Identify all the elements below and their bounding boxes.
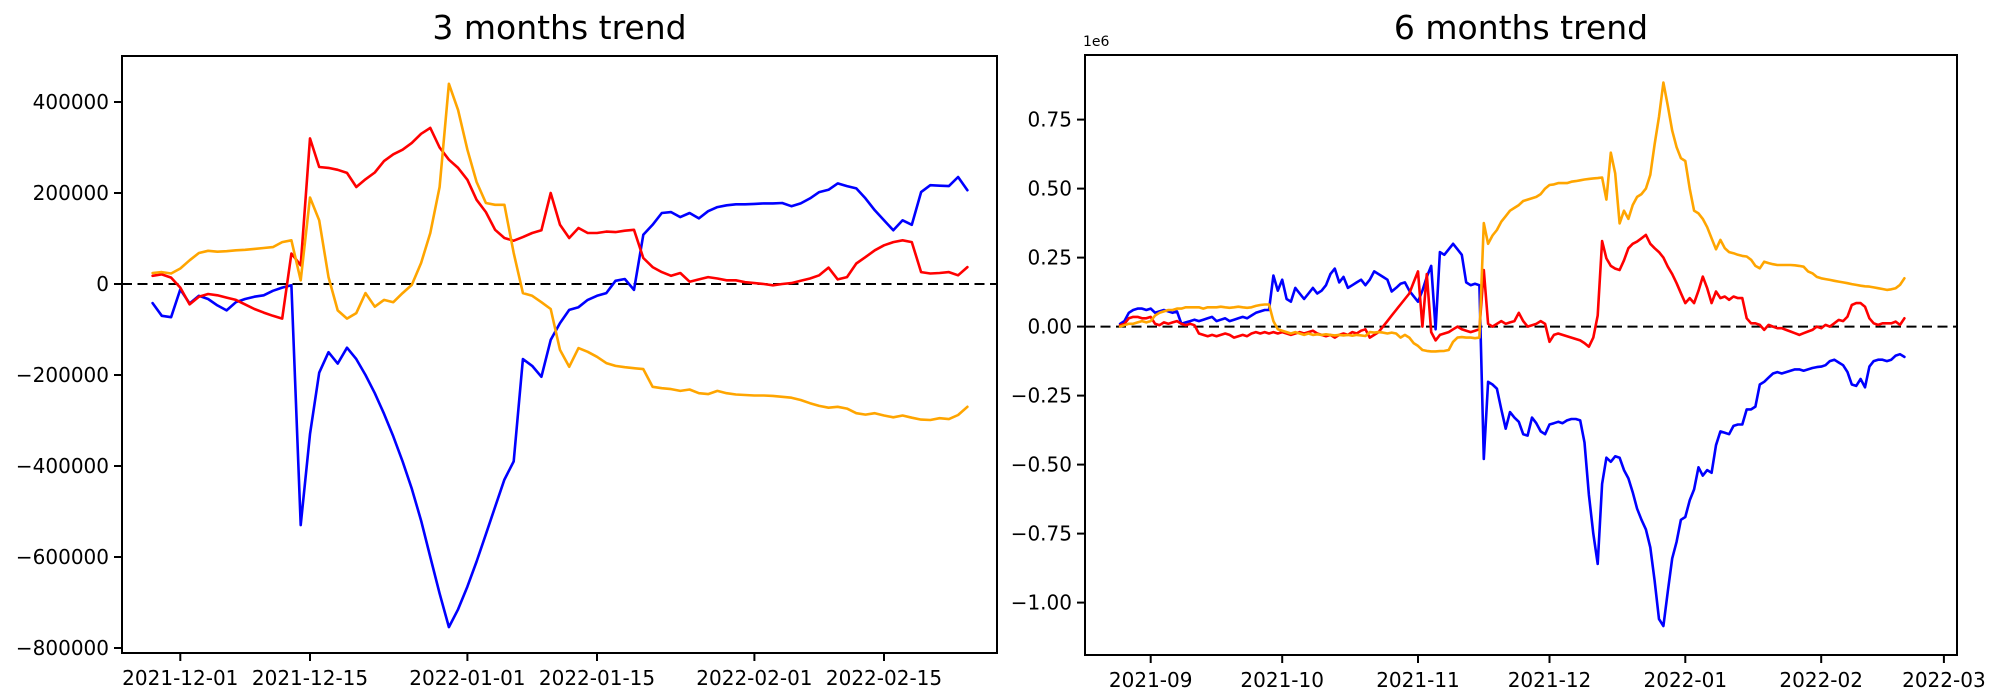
chart-6-months-trend: 6 months trend 1e6 0.75 0.50 0.25 0.00 −0.25… xyxy=(1000,0,2000,700)
svg-text:0.50: 0.50 xyxy=(1027,177,1072,201)
svg-text:0.75: 0.75 xyxy=(1027,108,1072,132)
svg-text:2022-02-15: 2022-02-15 xyxy=(826,666,942,690)
y-axis-offset-label: 1e6 xyxy=(1083,34,1110,50)
svg-text:0.00: 0.00 xyxy=(1027,315,1072,339)
svg-text:−0.25: −0.25 xyxy=(1011,384,1072,408)
svg-text:2022-01: 2022-01 xyxy=(1644,668,1728,692)
svg-text:−1.00: −1.00 xyxy=(1011,591,1072,615)
svg-text:2022-01-15: 2022-01-15 xyxy=(539,666,655,690)
svg-text:−0.75: −0.75 xyxy=(1011,522,1072,546)
svg-text:−200000: −200000 xyxy=(16,363,109,387)
svg-text:2021-12-15: 2021-12-15 xyxy=(252,666,368,690)
svg-text:−800000: −800000 xyxy=(16,636,109,660)
svg-text:0.25: 0.25 xyxy=(1027,246,1072,270)
svg-text:2022-03: 2022-03 xyxy=(1902,668,1986,692)
svg-text:2021-09: 2021-09 xyxy=(1109,668,1193,692)
svg-text:2022-02: 2022-02 xyxy=(1779,668,1863,692)
svg-text:400000: 400000 xyxy=(33,90,109,114)
svg-text:−600000: −600000 xyxy=(16,545,109,569)
svg-text:2021-10: 2021-10 xyxy=(1240,668,1324,692)
svg-text:0: 0 xyxy=(96,272,109,296)
chart-canvas-3-months: 400000 200000 0 −200000 −400000 −600000 −80000… xyxy=(16,55,998,690)
svg-text:2021-12: 2021-12 xyxy=(1508,668,1592,692)
svg-text:−400000: −400000 xyxy=(16,454,109,478)
svg-text:200000: 200000 xyxy=(33,181,109,205)
svg-text:2022-02-01: 2022-02-01 xyxy=(696,666,812,690)
svg-text:2022-01-01: 2022-01-01 xyxy=(409,666,525,690)
svg-text:2021-11: 2021-11 xyxy=(1376,668,1460,692)
chart-3-months-trend: 3 months trend 400000 200000 0 −200000 −4000… xyxy=(16,8,998,690)
svg-text:−0.50: −0.50 xyxy=(1011,453,1072,477)
chart-title-6-months: 6 months trend xyxy=(1393,8,1649,47)
chart-title-3-months: 3 months trend xyxy=(432,8,687,47)
svg-text:2021-12-01: 2021-12-01 xyxy=(122,666,238,690)
chart-canvas-6-months: 0.75 0.50 0.25 0.00 −0.25 −0.50 −0.75 −1.00 2021… xyxy=(1011,54,1986,692)
